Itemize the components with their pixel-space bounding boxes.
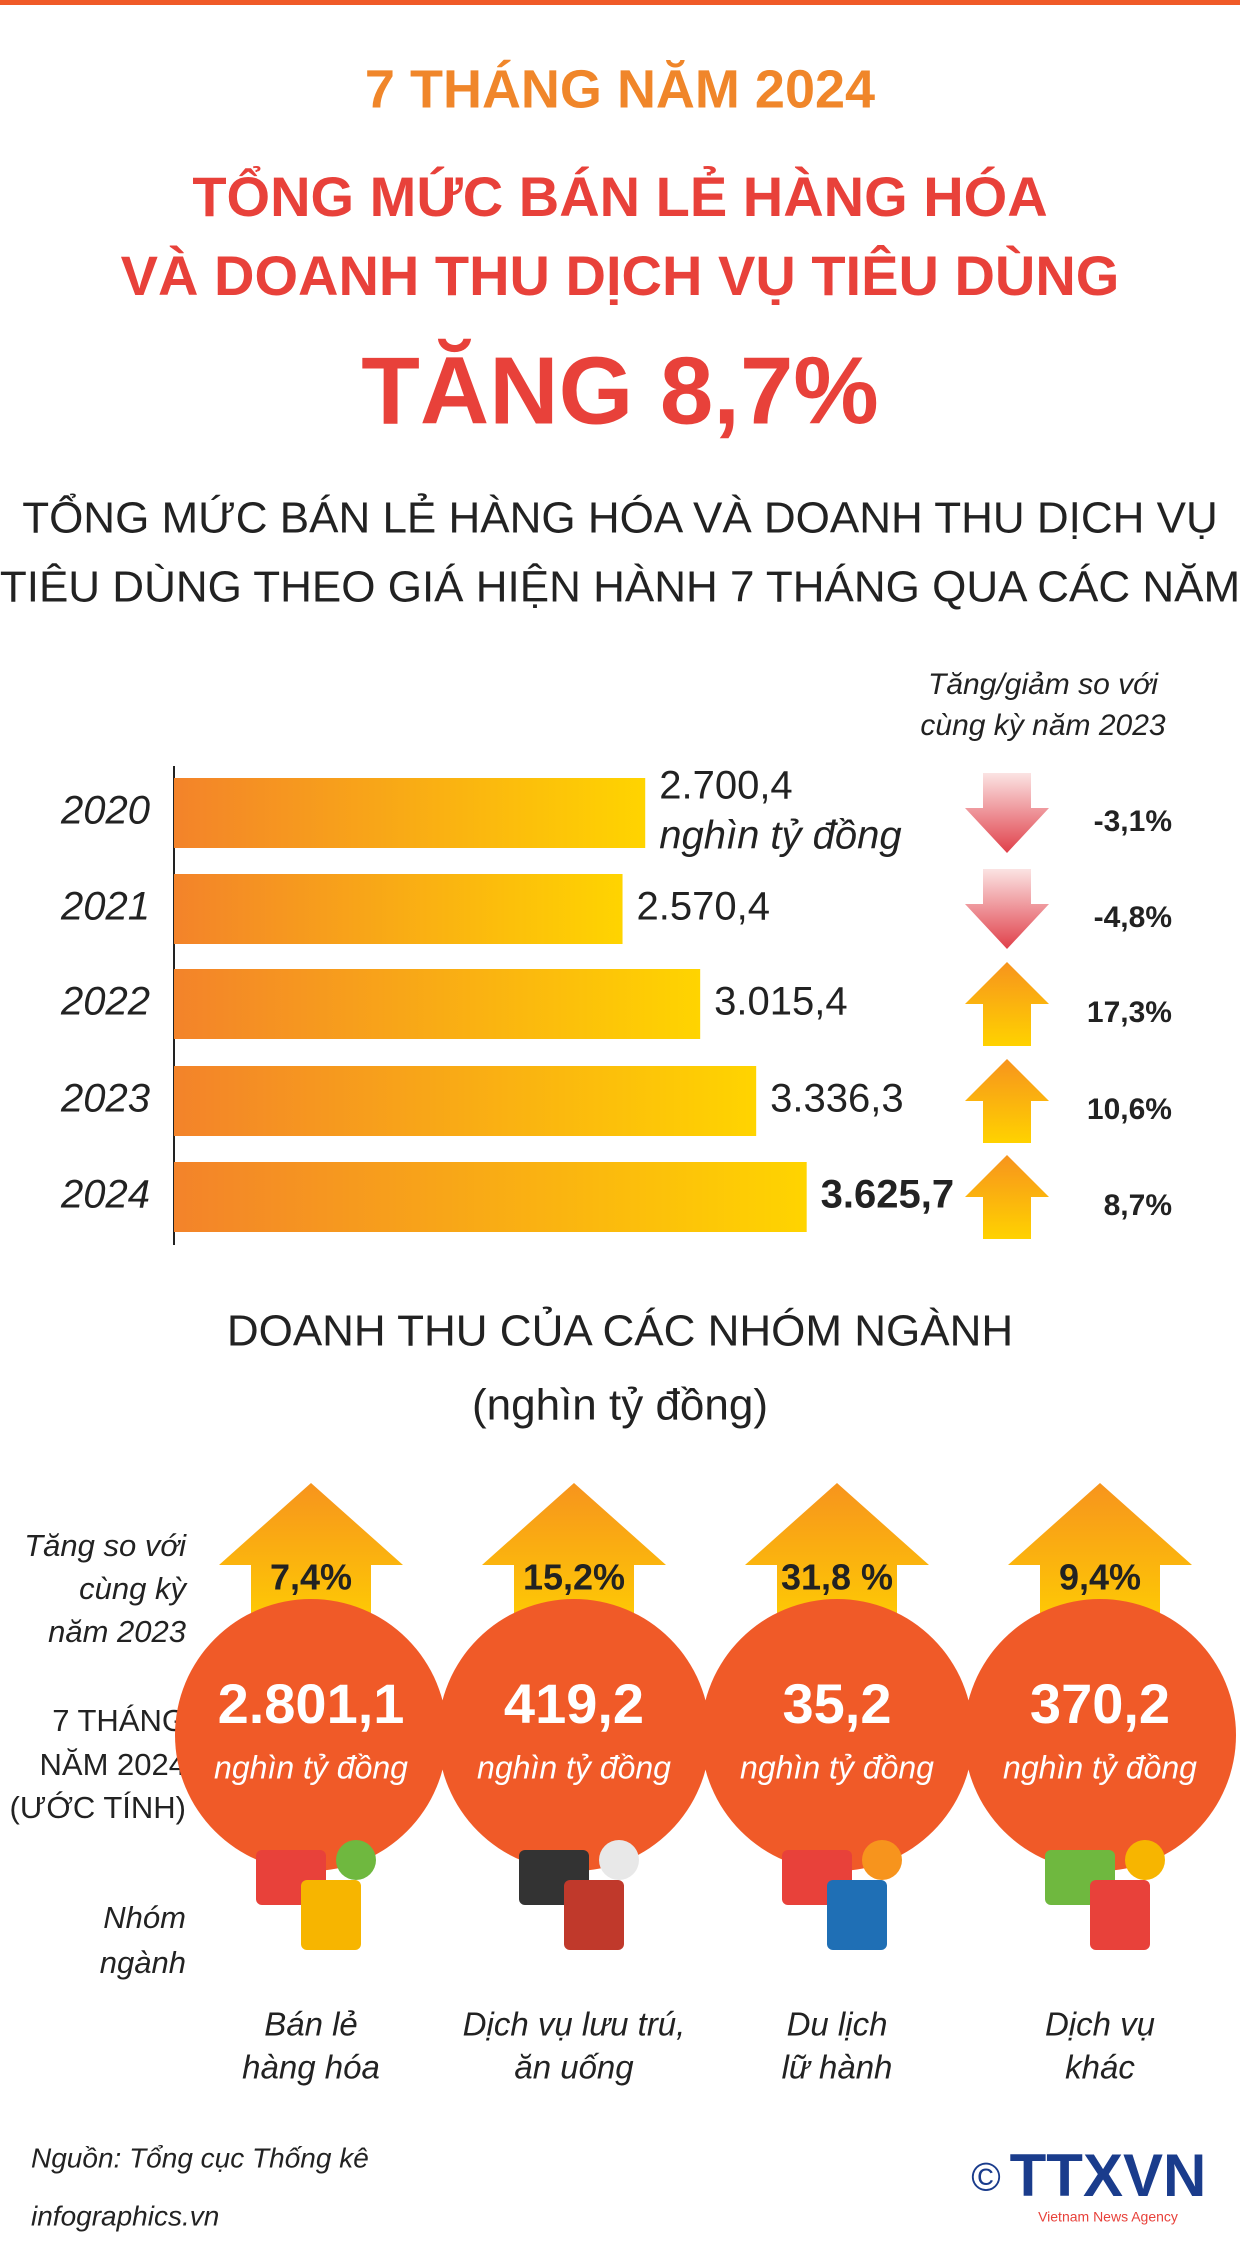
growth-label: 15,2% (523, 1557, 625, 1598)
growth-label: 7,4% (270, 1557, 352, 1598)
growth-arrow (745, 1483, 929, 1640)
group-name: hàng hóa (242, 2049, 380, 2086)
icon (336, 1840, 376, 1880)
change-label: 17,3% (1087, 996, 1172, 1029)
change-title: cùng kỳ năm 2023 (920, 709, 1165, 742)
change-arrow-down (965, 773, 1049, 853)
growth-arrow (482, 1483, 666, 1640)
y-tick-label: 2021 (60, 885, 150, 929)
group-name: ăn uống (514, 2049, 634, 2086)
revenue-circle (964, 1599, 1236, 1871)
icon (301, 1880, 361, 1950)
row-caption: ngành (100, 1945, 186, 1980)
bar (174, 969, 701, 1039)
source: Nguồn: Tổng cục Thống kê (31, 2142, 369, 2173)
change-title: Tăng/giảm so với (928, 668, 1159, 701)
row-caption: cùng kỳ (79, 1571, 188, 1606)
revenue-label: 370,2 (1030, 1672, 1170, 1735)
headline: TĂNG 8,7% (361, 337, 878, 444)
growth-label: 9,4% (1059, 1557, 1141, 1598)
bar (174, 874, 623, 944)
y-tick-label: 2022 (60, 980, 150, 1024)
revenue-unit: nghìn tỷ đồng (214, 1749, 408, 1785)
row-caption: 7 THÁNG (52, 1703, 186, 1738)
top-border (0, 0, 1240, 5)
row-caption: Nhóm (103, 1900, 186, 1935)
change-label: -4,8% (1094, 901, 1172, 934)
chart-title-line: TỔNG MỨC BÁN LẺ HÀNG HÓA VÀ DOANH THU DỊ… (22, 492, 1218, 543)
logo: TTXVN (1010, 2142, 1207, 2209)
change-label: -3,1% (1094, 805, 1172, 838)
group-name: Du lịch (787, 2006, 888, 2043)
group-name: lữ hành (782, 2049, 893, 2086)
value-label: 2.700,4 (659, 764, 792, 808)
value-label: 3.336,3 (770, 1077, 903, 1121)
icon (862, 1840, 902, 1880)
icon (1090, 1880, 1150, 1950)
revenue-circle (175, 1599, 447, 1871)
growth-arrow (219, 1483, 403, 1640)
change-label: 10,6% (1087, 1093, 1172, 1126)
value-label: 3.625,7 (821, 1173, 954, 1217)
growth-arrow (1008, 1483, 1192, 1640)
logo-sub: Vietnam News Agency (1038, 2209, 1178, 2225)
section-subtitle: (nghìn tỷ đồng) (472, 1381, 768, 1430)
bar (174, 1162, 807, 1232)
icon (1125, 1840, 1165, 1880)
title-line: TỔNG MỨC BÁN LẺ HÀNG HÓA (192, 165, 1047, 228)
row-caption: NĂM 2024 (40, 1747, 186, 1782)
value-label: 3.015,4 (714, 980, 847, 1024)
change-arrow-up (965, 1059, 1049, 1143)
group-name: khác (1065, 2049, 1135, 2086)
revenue-label: 35,2 (783, 1672, 892, 1735)
revenue-unit: nghìn tỷ đồng (1003, 1749, 1197, 1785)
y-tick-label: 2020 (60, 789, 150, 833)
bar (174, 778, 646, 848)
revenue-unit: nghìn tỷ đồng (740, 1749, 934, 1785)
row-caption: (ƯỚC TÍNH) (10, 1790, 186, 1825)
revenue-circle (438, 1599, 710, 1871)
change-arrow-up (965, 962, 1049, 1046)
icon (599, 1840, 639, 1880)
revenue-unit: nghìn tỷ đồng (477, 1749, 671, 1785)
y-tick-label: 2023 (60, 1077, 150, 1121)
change-arrow-down (965, 869, 1049, 949)
growth-label: 31,8 % (781, 1557, 893, 1598)
chart-title-line: TIÊU DÙNG THEO GIÁ HIỆN HÀNH 7 THÁNG QUA… (0, 563, 1240, 612)
revenue-label: 419,2 (504, 1672, 644, 1735)
unit-label: nghìn tỷ đồng (659, 814, 901, 858)
group-name: Bán lẻ (264, 2006, 358, 2043)
copyright: © (971, 2156, 1000, 2200)
group-name: Dịch vụ (1045, 2006, 1155, 2043)
revenue-label: 2.801,1 (218, 1672, 405, 1735)
site: infographics.vn (31, 2200, 219, 2231)
icon (564, 1880, 624, 1950)
group-name: Dịch vụ lưu trú, (463, 2006, 686, 2043)
row-caption: năm 2023 (48, 1614, 186, 1649)
revenue-circle (701, 1599, 973, 1871)
title-line: VÀ DOANH THU DỊCH VỤ TIÊU DÙNG (121, 244, 1120, 307)
section-title: DOANH THU CỦA CÁC NHÓM NGÀNH (227, 1305, 1013, 1356)
y-tick-label: 2024 (60, 1173, 150, 1217)
value-label: 2.570,4 (637, 885, 770, 929)
change-arrow-up (965, 1155, 1049, 1239)
kicker: 7 THÁNG NĂM 2024 (365, 59, 875, 119)
row-caption: Tăng so với (24, 1528, 187, 1563)
icon (827, 1880, 887, 1950)
change-label: 8,7% (1104, 1189, 1172, 1222)
bar (174, 1066, 757, 1136)
